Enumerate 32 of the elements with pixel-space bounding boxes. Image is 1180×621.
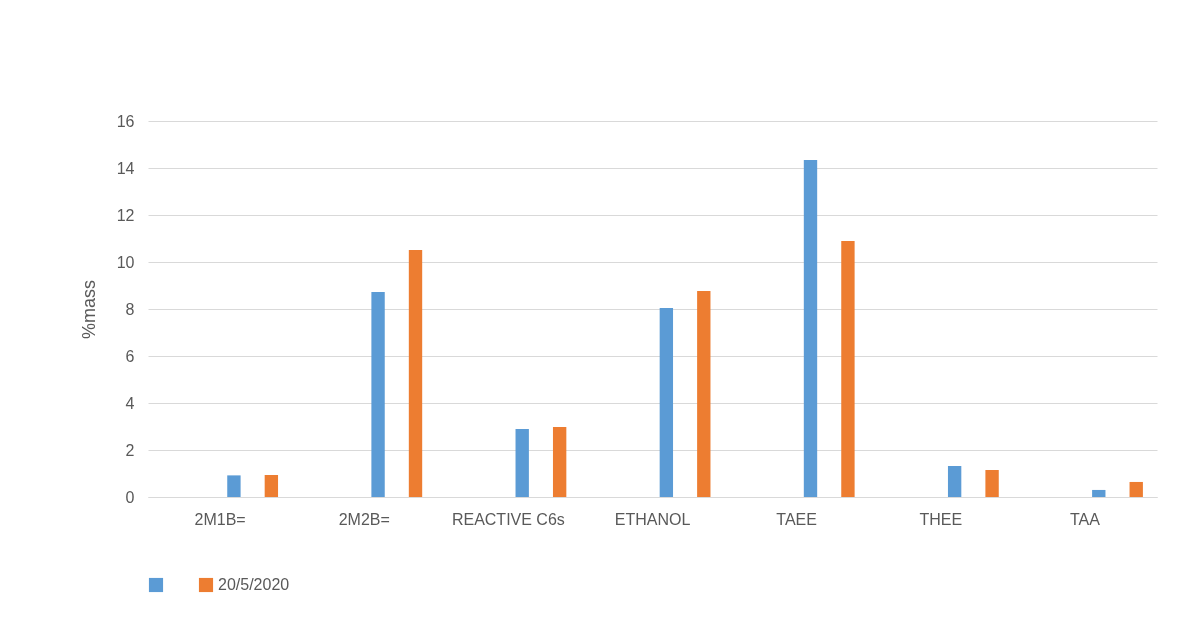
y-tick-label: 12 [116, 206, 135, 224]
bar [1129, 481, 1143, 497]
x-tick-label: REACTIVE C6s [451, 510, 565, 528]
bar [659, 308, 674, 497]
legend-label: 20/5/2020 [218, 576, 290, 593]
bar [1092, 489, 1106, 497]
bar [515, 429, 529, 497]
bar [264, 474, 279, 497]
y-tick-label: 2 [125, 441, 135, 459]
x-tick-label: TAA [1069, 510, 1101, 528]
bar [552, 426, 567, 497]
bar [985, 469, 999, 497]
bar [697, 290, 711, 497]
y-tick-label: 14 [116, 159, 135, 177]
x-tick-label: ETHANOL [614, 510, 691, 528]
bar [371, 292, 385, 497]
y-tick-label: 10 [116, 253, 135, 271]
y-tick-label: 4 [125, 394, 135, 412]
y-axis-title: %mass [78, 279, 99, 340]
x-tick-label: TAEE [776, 510, 817, 528]
x-tick-label: 2M2B= [338, 510, 390, 528]
y-tick-label: 6 [125, 347, 135, 365]
x-tick-label: THEE [919, 510, 963, 528]
x-tick-label: 2M1B= [194, 510, 246, 528]
y-tick-label: 0 [125, 488, 135, 506]
y-tick-label: 8 [125, 300, 135, 318]
bar [803, 160, 818, 497]
bar [841, 241, 855, 497]
bar [408, 250, 423, 497]
bar [947, 465, 962, 497]
y-tick-label: 16 [116, 112, 135, 130]
bar [227, 475, 241, 497]
